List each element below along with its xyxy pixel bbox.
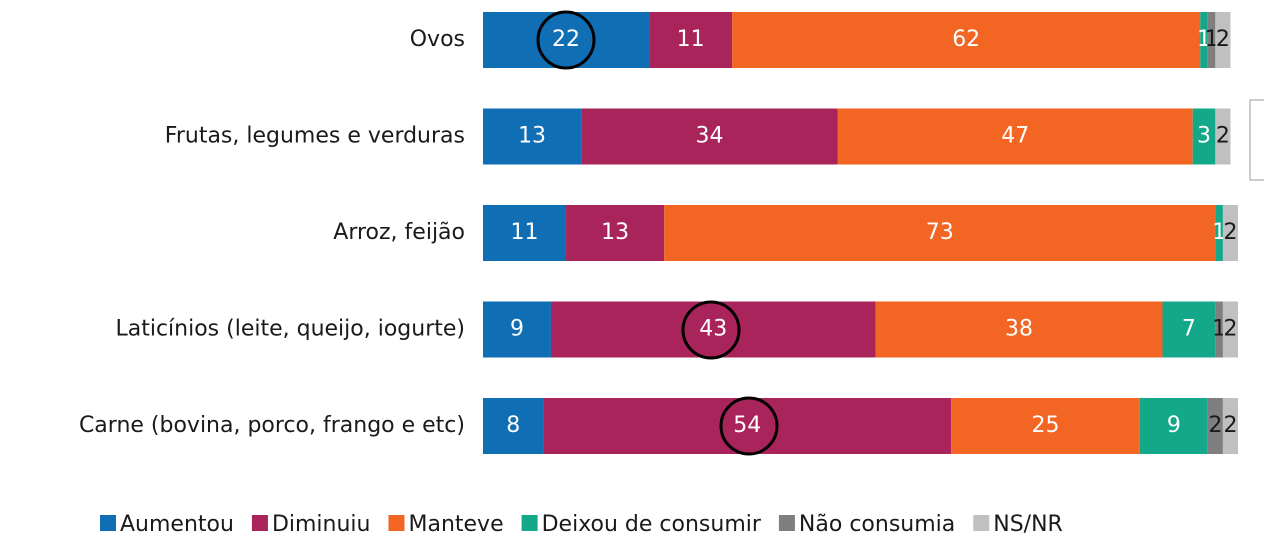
value-label: 13 bbox=[601, 220, 629, 245]
highlight-circle bbox=[536, 10, 596, 70]
value-label: 1 bbox=[1212, 317, 1226, 342]
value-label: 47 bbox=[1001, 124, 1029, 149]
value-label: 11 bbox=[677, 27, 705, 52]
legend-swatch bbox=[100, 515, 116, 531]
value-label: 2 bbox=[1223, 220, 1237, 245]
bar-segment bbox=[1207, 12, 1216, 68]
legend-label: NS/NR bbox=[993, 512, 1063, 537]
bar-segment bbox=[566, 205, 665, 261]
legend-label: Manteve bbox=[408, 512, 503, 537]
value-label: 62 bbox=[952, 27, 980, 52]
value-label: 13 bbox=[518, 124, 546, 149]
legend-swatch bbox=[778, 515, 795, 531]
value-label: 3 bbox=[1197, 124, 1211, 149]
value-label: 2 bbox=[1223, 413, 1237, 438]
legend-swatch bbox=[973, 515, 990, 531]
category-label: Carne (bovina, porco, frango e etc) bbox=[79, 413, 465, 438]
value-label: 7 bbox=[1182, 317, 1196, 342]
bar-segment bbox=[1222, 398, 1238, 454]
bar-segment bbox=[664, 205, 1216, 261]
value-label: 25 bbox=[1031, 413, 1059, 438]
bar-segment bbox=[1215, 205, 1223, 261]
category-label: Ovos bbox=[410, 27, 465, 52]
highlight-circle bbox=[719, 396, 779, 456]
value-label: 54 bbox=[733, 413, 761, 438]
bar-segment bbox=[951, 398, 1140, 454]
value-label: 22 bbox=[552, 27, 580, 52]
bar-segment bbox=[1215, 301, 1223, 358]
value-label: 43 bbox=[699, 317, 727, 342]
value-label: 2 bbox=[1216, 27, 1230, 52]
bar-segment bbox=[875, 301, 1163, 358]
value-label: 9 bbox=[510, 317, 524, 342]
cropped-box bbox=[1249, 99, 1264, 181]
bar-segment bbox=[483, 205, 567, 261]
bar-segment bbox=[1222, 301, 1238, 358]
bar-segment bbox=[483, 108, 582, 165]
bar-segment bbox=[483, 12, 650, 68]
legend-swatch bbox=[388, 515, 405, 531]
bar-segment bbox=[483, 398, 544, 454]
bar-segment bbox=[550, 301, 876, 358]
value-label: 38 bbox=[1005, 317, 1033, 342]
highlight-circle bbox=[681, 300, 741, 360]
bar-segment bbox=[1215, 12, 1231, 68]
bar-segment bbox=[649, 12, 733, 68]
value-label: 11 bbox=[511, 220, 539, 245]
bar-segment bbox=[1162, 301, 1216, 358]
bar-segment bbox=[543, 398, 952, 454]
legend-swatch bbox=[521, 515, 538, 531]
bar-segment bbox=[483, 301, 551, 358]
legend-swatch bbox=[251, 515, 268, 531]
bar-segment bbox=[1222, 205, 1238, 261]
bar-segment bbox=[1192, 108, 1216, 165]
value-label: 73 bbox=[926, 220, 954, 245]
value-label: 34 bbox=[696, 124, 724, 149]
legend-label: Diminuiu bbox=[272, 512, 371, 537]
bar-segment bbox=[1200, 12, 1208, 68]
value-label: 1 bbox=[1212, 220, 1226, 245]
bar-segment bbox=[1215, 108, 1231, 165]
value-label: 8 bbox=[506, 413, 520, 438]
bar-segment bbox=[1139, 398, 1208, 454]
category-label: Laticínios (leite, queijo, iogurte) bbox=[115, 317, 465, 342]
legend-label: Aumentou bbox=[120, 512, 234, 537]
value-label: 1 bbox=[1205, 27, 1219, 52]
category-label: Frutas, legumes e verduras bbox=[165, 124, 465, 149]
category-label: Arroz, feijão bbox=[333, 220, 465, 245]
value-label: 2 bbox=[1208, 413, 1222, 438]
bar-segment bbox=[1207, 398, 1223, 454]
value-label: 2 bbox=[1223, 317, 1237, 342]
value-label: 9 bbox=[1167, 413, 1181, 438]
bar-segment bbox=[581, 108, 838, 165]
bar-segment bbox=[837, 108, 1193, 165]
value-label: 1 bbox=[1197, 27, 1211, 52]
value-label: 2 bbox=[1216, 124, 1230, 149]
legend-label: Deixou de consumir bbox=[542, 512, 762, 537]
bar-segment bbox=[732, 12, 1201, 68]
legend-label: Não consumia bbox=[799, 512, 955, 537]
